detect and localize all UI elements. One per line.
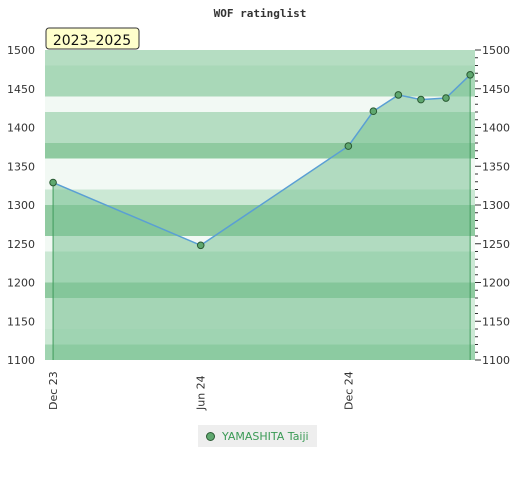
y-tick-label-right: 1200 [482,277,510,290]
y-tick-label-right: 1400 [482,122,510,135]
data-point [196,241,205,250]
background-band [45,65,475,81]
data-point [466,71,474,79]
y-axis-right: 1100 1150 1200 1250 1300 1350 1400 1450 1500 [475,44,510,367]
y-tick-label-right: 1350 [482,160,510,173]
data-point [417,95,425,104]
y-tick-label: 1400 [7,122,35,135]
legend-marker [206,431,215,441]
y-tick-label-right: 1100 [482,354,510,367]
background-band [45,96,475,112]
y-tick-label-right: 1300 [482,199,510,212]
series-area [53,74,471,361]
background-band [45,81,475,97]
legend-label: YAMASHITA Taiji [222,429,309,443]
data-point [394,91,403,99]
legend[interactable]: YAMASHITA Taiji [198,425,317,447]
y-axis-left: 1100 1150 1200 1250 1300 1350 1400 1450 1500 [7,44,35,367]
series-line [52,74,471,247]
y-tick-label-right: 1150 [482,315,510,328]
chart-title: WOF ratinglist [214,7,307,20]
y-tick-label: 1300 [7,199,35,212]
y-tick-label: 1200 [7,277,35,290]
data-point [344,142,353,150]
y-tick-label: 1100 [7,354,35,367]
x-tick-label: Dec 24 [342,371,355,410]
y-tick-label-right: 1250 [482,238,510,251]
period-badge-text: 2023–2025 [53,33,131,49]
y-tick-label: 1500 [7,44,35,57]
y-tick-label-right: 1450 [482,83,510,96]
data-point [369,107,378,116]
data-point [49,178,57,187]
data-points [49,71,474,250]
data-point [442,94,450,102]
period-badge-box [45,27,140,50]
y-tick-label-right: 1500 [482,44,510,57]
y-tick-label: 1150 [7,315,35,328]
x-tick-label: Dec 23 [47,371,60,410]
y-tick-label: 1250 [7,238,35,251]
x-tick-label: Jun 24 [195,375,208,411]
x-axis: Dec 23 Jun 24 Dec 24 [47,371,355,411]
area-layer [52,74,471,361]
y-tick-label: 1350 [7,160,35,173]
period-badge: 2023–2025 [45,27,140,50]
y-tick-label: 1450 [7,83,35,96]
background-band [45,50,475,66]
